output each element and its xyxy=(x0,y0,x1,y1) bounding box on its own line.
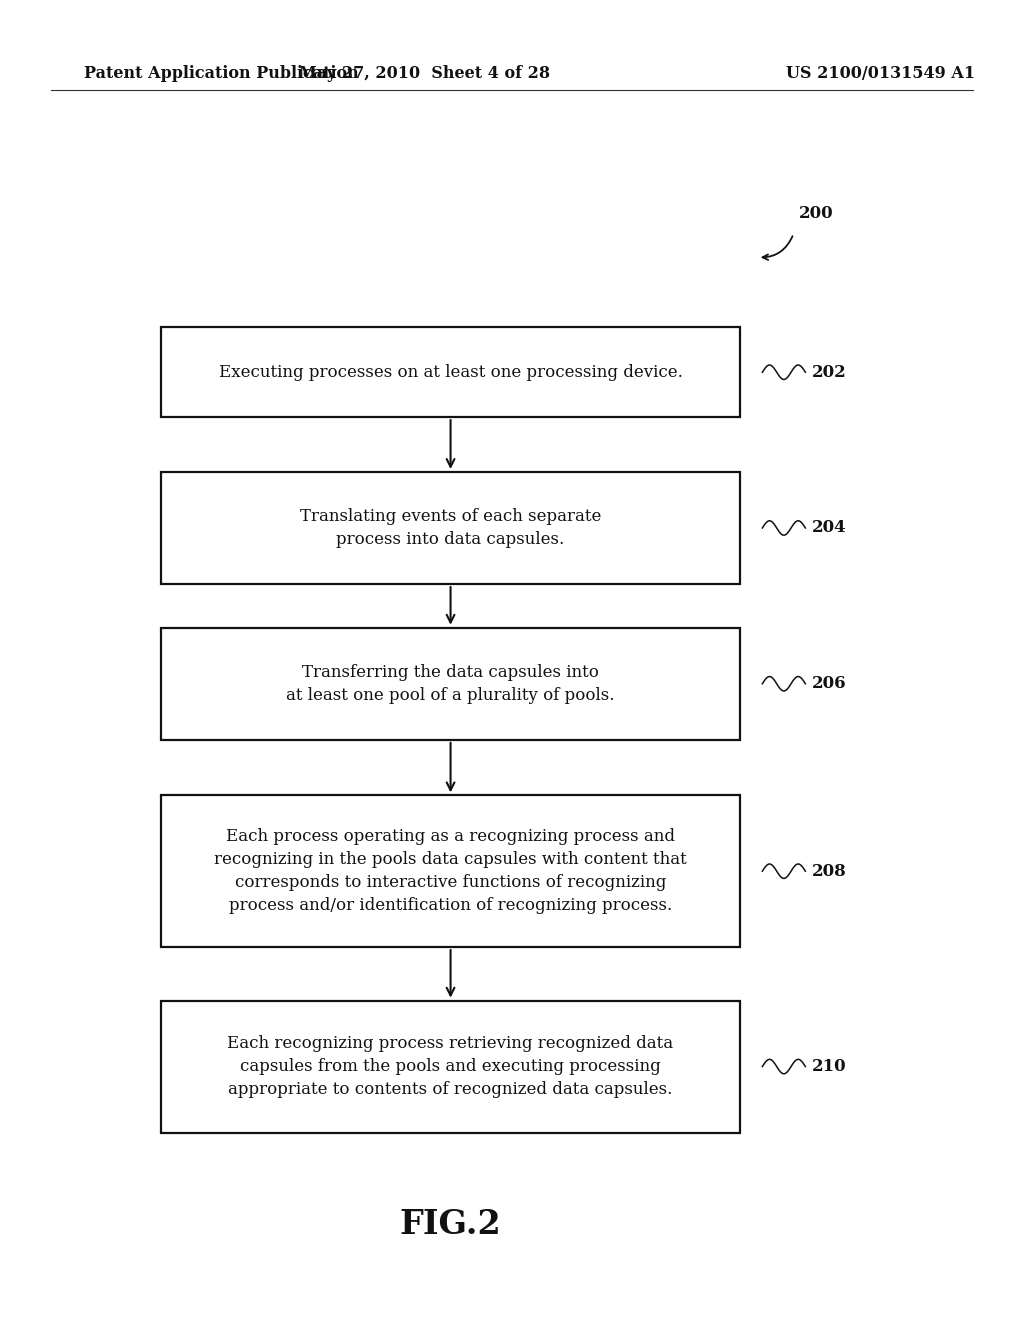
Bar xyxy=(162,1001,739,1133)
Text: May 27, 2010  Sheet 4 of 28: May 27, 2010 Sheet 4 of 28 xyxy=(299,66,551,82)
Text: Each recognizing process retrieving recognized data
capsules from the pools and : Each recognizing process retrieving reco… xyxy=(227,1035,674,1098)
Text: Translating events of each separate
process into data capsules.: Translating events of each separate proc… xyxy=(300,508,601,548)
Text: 204: 204 xyxy=(811,520,846,536)
Text: FIG.2: FIG.2 xyxy=(399,1209,502,1241)
Text: Each process operating as a recognizing process and
recognizing in the pools dat: Each process operating as a recognizing … xyxy=(214,829,687,913)
Text: Executing processes on at least one processing device.: Executing processes on at least one proc… xyxy=(218,364,683,380)
Text: Transferring the data capsules into
at least one pool of a plurality of pools.: Transferring the data capsules into at l… xyxy=(287,664,614,704)
Text: Patent Application Publication: Patent Application Publication xyxy=(84,66,358,82)
Text: 202: 202 xyxy=(811,364,846,380)
Text: 206: 206 xyxy=(811,676,846,692)
Text: 210: 210 xyxy=(811,1059,846,1074)
Text: 208: 208 xyxy=(811,863,846,879)
Bar xyxy=(162,473,739,583)
Bar xyxy=(162,327,739,417)
Bar xyxy=(162,628,739,739)
FancyArrowPatch shape xyxy=(763,236,793,260)
Text: 200: 200 xyxy=(799,206,834,222)
Text: US 2100/0131549 A1: US 2100/0131549 A1 xyxy=(786,66,975,82)
Bar xyxy=(162,795,739,948)
